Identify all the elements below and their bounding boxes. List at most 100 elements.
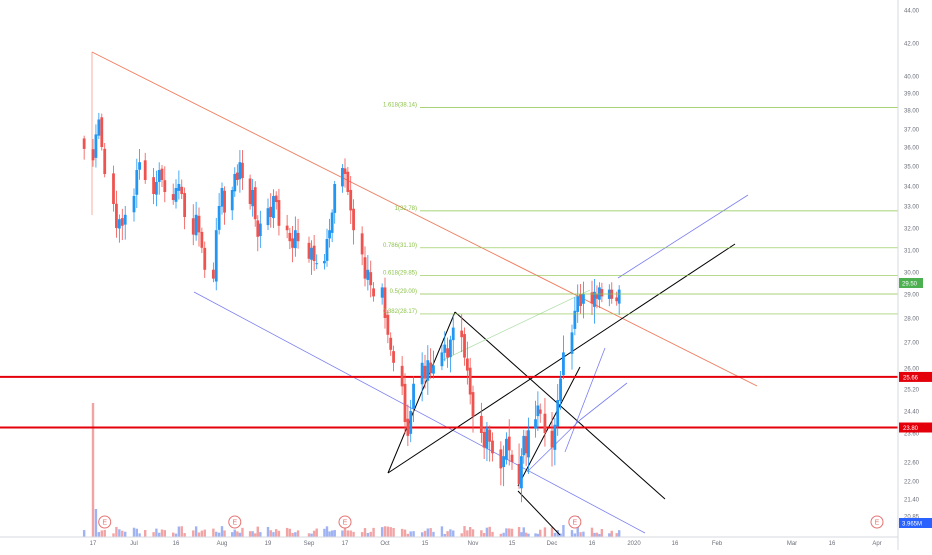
candle-body <box>135 170 139 195</box>
volume-bar <box>595 532 599 537</box>
candle-body <box>482 431 486 448</box>
candle-body <box>241 162 244 178</box>
candle-body <box>499 449 503 469</box>
candle-body <box>97 119 101 136</box>
volume-bar <box>590 527 594 537</box>
volume-bar <box>217 532 221 537</box>
volume-bar <box>406 533 410 537</box>
volume-bar <box>328 531 331 537</box>
candle-body <box>556 400 560 427</box>
candle-body <box>550 430 554 448</box>
candle-body <box>180 186 184 194</box>
time-tick-label: 15 <box>422 541 429 547</box>
candle-body <box>200 231 204 248</box>
price-tick-label: 40.00 <box>904 75 920 81</box>
volume-bar <box>466 530 469 537</box>
candle-body <box>598 287 601 300</box>
volume-bar <box>491 531 494 537</box>
earnings-marker-label: E <box>343 520 348 527</box>
price-tick-label: 38.00 <box>904 109 920 115</box>
candle-body <box>485 427 489 449</box>
earnings-icon <box>98 515 112 529</box>
fib-level-label: 0.382(28.17) <box>383 309 417 315</box>
candle-body <box>100 117 104 147</box>
price-tick-label: 44.00 <box>904 9 920 15</box>
candle-body <box>103 148 107 174</box>
volume-bar <box>312 530 316 537</box>
candle-body <box>132 196 136 213</box>
earnings-marker-label: E <box>102 520 107 527</box>
drawings <box>0 51 898 536</box>
candle-body <box>288 232 292 242</box>
volume-bar <box>485 527 489 537</box>
candle-body <box>258 223 262 237</box>
candle-body <box>285 225 289 231</box>
candle-body <box>230 190 234 211</box>
candle-body <box>346 171 350 192</box>
candle-body <box>349 189 353 211</box>
candle-body <box>203 247 207 270</box>
volume-bar <box>291 532 294 537</box>
candle-body <box>269 206 273 217</box>
rising-black-trendline <box>387 243 736 474</box>
candle-body <box>617 289 621 304</box>
volume-bar <box>215 531 218 537</box>
price-tick-label: 23.60 <box>904 432 920 438</box>
candle-body <box>502 456 506 468</box>
volume-bar <box>363 528 367 537</box>
volume-bar <box>241 527 244 537</box>
volume-bar <box>598 533 601 537</box>
candle-body <box>253 187 257 220</box>
candle-body <box>536 405 540 417</box>
candle-body <box>409 411 413 434</box>
candle-body <box>593 291 596 307</box>
time-tick-label: Sep <box>304 541 315 547</box>
volume-bar <box>248 531 252 537</box>
candle-body <box>214 230 218 282</box>
candle-body <box>272 196 275 219</box>
volume-bar <box>138 533 141 537</box>
candle-body <box>163 180 167 192</box>
candle-body <box>123 214 127 225</box>
candle-body <box>341 168 344 187</box>
candle-body <box>465 358 469 371</box>
time-tick-label: Aug <box>217 541 228 547</box>
volume-bar <box>251 531 254 537</box>
volume-bar <box>409 531 412 537</box>
earnings-icon <box>568 515 582 529</box>
volume-bar <box>443 533 446 537</box>
volume-bar <box>212 528 215 537</box>
candle-body <box>183 193 187 217</box>
candle-body <box>112 173 115 204</box>
candle-body <box>579 294 582 306</box>
price-tick-label: 22.60 <box>904 461 920 467</box>
volume-bar <box>400 528 404 537</box>
price-tick-label: 21.40 <box>904 498 920 504</box>
candle-body <box>517 463 521 484</box>
volume-bar <box>610 530 613 537</box>
volume-label: 3.965M <box>902 522 922 528</box>
volume-bar <box>285 527 289 537</box>
volume-bar <box>100 530 103 537</box>
time-tick-label: Feb <box>712 541 723 547</box>
volume-bar <box>426 528 430 537</box>
candle-body <box>463 334 466 358</box>
price-tick-label: 28.00 <box>904 317 920 323</box>
volume-bar <box>423 530 427 537</box>
volume-bar <box>180 526 183 537</box>
candle-body <box>451 327 455 341</box>
volume-bar <box>536 533 540 537</box>
volume-bar <box>269 530 272 537</box>
candle-body <box>443 344 447 353</box>
volume-bar <box>307 533 311 537</box>
time-tick-label: Apr <box>872 541 881 547</box>
earnings-marker-label: E <box>232 520 237 527</box>
volume-bar <box>315 528 318 537</box>
volume-bar <box>562 525 565 537</box>
candle-body <box>328 230 331 239</box>
volume-bar <box>389 527 392 537</box>
upper-channel-line <box>617 194 749 279</box>
